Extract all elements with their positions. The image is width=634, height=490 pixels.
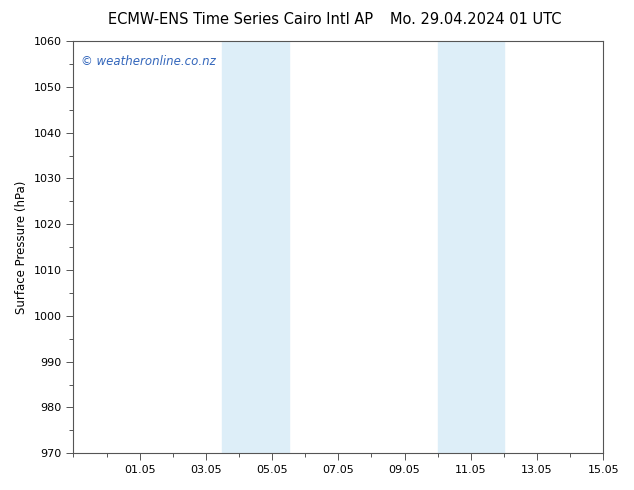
Text: ECMW-ENS Time Series Cairo Intl AP: ECMW-ENS Time Series Cairo Intl AP	[108, 12, 373, 27]
Text: Mo. 29.04.2024 01 UTC: Mo. 29.04.2024 01 UTC	[390, 12, 561, 27]
Text: © weatheronline.co.nz: © weatheronline.co.nz	[81, 55, 216, 69]
Y-axis label: Surface Pressure (hPa): Surface Pressure (hPa)	[15, 180, 28, 314]
Bar	[223, 41, 288, 453]
Bar	[437, 41, 504, 453]
